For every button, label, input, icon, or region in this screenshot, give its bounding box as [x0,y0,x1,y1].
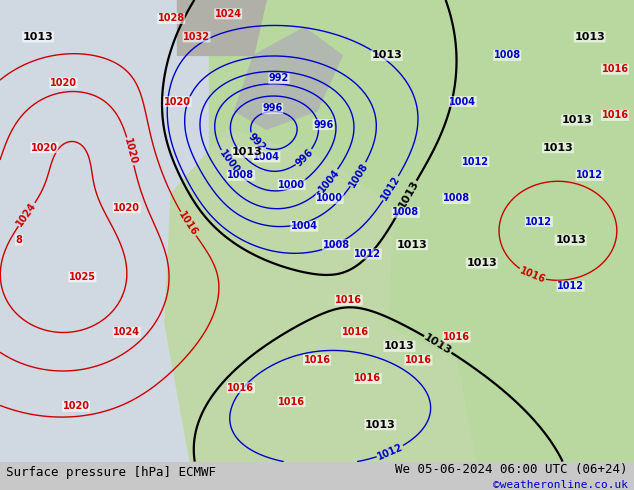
Text: 1025: 1025 [69,272,96,282]
Text: 8: 8 [16,235,22,245]
Text: 1020: 1020 [122,137,139,166]
Text: 1008: 1008 [323,240,349,249]
Text: 1013: 1013 [365,419,396,430]
Text: 1004: 1004 [253,152,280,162]
Polygon shape [190,323,476,462]
Text: 1016: 1016 [602,110,628,121]
Text: 996: 996 [294,147,315,168]
Text: 1013: 1013 [562,115,592,125]
Text: 1028: 1028 [158,13,184,24]
Text: 1004: 1004 [316,167,342,194]
Text: 1024: 1024 [15,201,39,228]
Text: 1013: 1013 [23,32,53,42]
Text: 1000: 1000 [316,194,343,203]
Text: 1013: 1013 [397,179,420,210]
Polygon shape [235,28,342,129]
Text: 1016: 1016 [304,355,330,365]
Text: 1012: 1012 [462,156,489,167]
Text: 1016: 1016 [443,332,470,342]
Text: 1004: 1004 [291,221,318,231]
Text: 1016: 1016 [518,266,547,285]
Polygon shape [165,129,393,462]
Text: 1012: 1012 [376,442,404,462]
Text: 1032: 1032 [183,32,210,42]
Text: 1008: 1008 [494,50,521,60]
Text: 1016: 1016 [228,383,254,392]
Text: ©weatheronline.co.uk: ©weatheronline.co.uk [493,480,628,490]
Text: 1016: 1016 [278,396,305,407]
Text: 1020: 1020 [63,401,89,411]
Text: We 05-06-2024 06:00 UTC (06+24): We 05-06-2024 06:00 UTC (06+24) [395,463,628,476]
Text: 1016: 1016 [335,295,362,305]
Text: 1012: 1012 [380,174,402,202]
Text: 1008: 1008 [347,160,370,189]
Text: 1008: 1008 [392,207,419,218]
Text: 1016: 1016 [405,355,432,365]
Text: 996: 996 [262,103,283,114]
Text: 1024: 1024 [215,9,242,19]
Polygon shape [178,0,266,55]
Text: 1020: 1020 [164,97,191,106]
Text: 1012: 1012 [576,171,603,180]
Text: 1000: 1000 [278,180,305,190]
Text: 1012: 1012 [557,281,584,291]
Text: 1016: 1016 [177,210,200,238]
Text: 1013: 1013 [384,341,415,351]
Text: 992: 992 [246,131,268,153]
Text: 1000: 1000 [217,148,241,176]
Text: 1013: 1013 [467,258,497,268]
Text: 1016: 1016 [602,64,628,74]
Text: 1013: 1013 [555,235,586,245]
Text: 1013: 1013 [574,32,605,42]
Text: 1008: 1008 [443,194,470,203]
Text: 1012: 1012 [354,249,381,259]
Text: 1013: 1013 [397,240,427,249]
Text: 1024: 1024 [113,327,140,337]
Text: 1020: 1020 [31,143,58,153]
Polygon shape [209,0,634,462]
Text: 1012: 1012 [526,217,552,226]
Text: 1013: 1013 [232,147,262,157]
Text: 1008: 1008 [228,171,254,180]
Text: 992: 992 [269,74,289,83]
Text: 1013: 1013 [372,50,402,60]
Text: 1020: 1020 [113,203,140,213]
Text: 1020: 1020 [50,78,77,88]
Text: 1013: 1013 [422,332,453,357]
Text: 1013: 1013 [543,143,573,153]
Text: 1016: 1016 [354,373,381,384]
Text: 996: 996 [313,120,333,130]
Text: 1004: 1004 [450,97,476,106]
Text: Surface pressure [hPa] ECMWF: Surface pressure [hPa] ECMWF [6,466,216,479]
Text: 1016: 1016 [342,327,368,337]
